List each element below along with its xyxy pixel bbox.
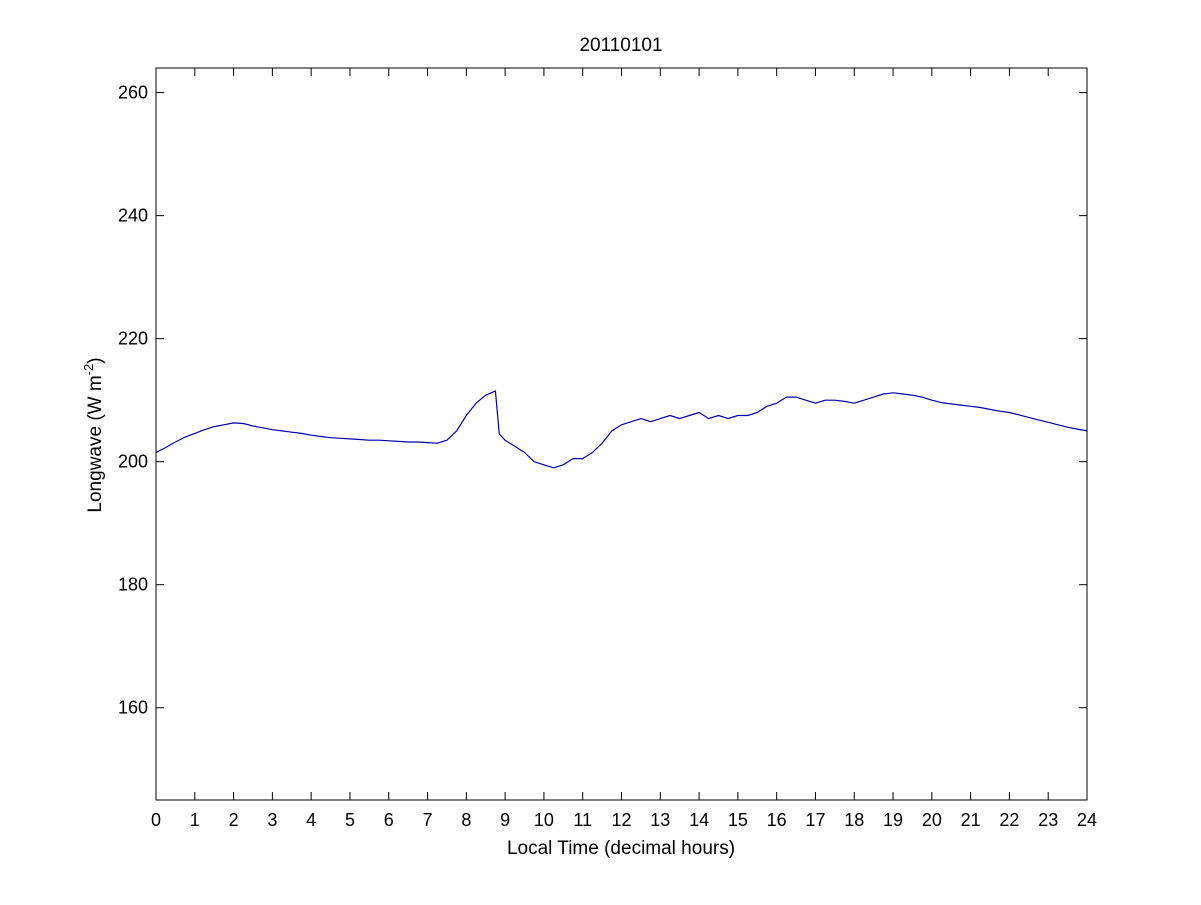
x-tick-label: 23 (1038, 810, 1058, 830)
x-tick-label: 4 (306, 810, 316, 830)
series-layer (155, 390, 1088, 469)
x-tick-label: 7 (423, 810, 433, 830)
x-tick-label: 0 (151, 810, 161, 830)
y-axis-title: Longwave (W m-2) (81, 357, 106, 512)
x-tick-label: 13 (650, 810, 670, 830)
x-tick-label: 24 (1077, 810, 1097, 830)
x-tick-label: 15 (728, 810, 748, 830)
y-axis-title-main: Longwave (W m (85, 375, 106, 512)
ticks-layer: 0 1 2 3 4 5 6 7 8 9 10 11 12 13 14 15 16 17 18 19 20 21 22 23 24… (118, 68, 1097, 830)
x-tick-label: 1 (190, 810, 200, 830)
x-tick-label: 20 (922, 810, 942, 830)
y-tick-label: 200 (118, 452, 148, 472)
x-tick-label: 11 (573, 810, 592, 830)
x-axis-title: Local Time (decimal hours) (507, 838, 735, 859)
x-tick-label: 3 (267, 810, 277, 830)
chart-title: 20110101 (579, 35, 662, 56)
x-tick-label: 2 (229, 810, 239, 830)
x-tick-label: 5 (345, 810, 355, 830)
x-tick-label: 6 (384, 810, 394, 830)
y-tick-label: 160 (118, 698, 148, 718)
x-tick-label: 17 (805, 810, 825, 830)
x-tick-label: 14 (689, 810, 709, 830)
y-tick-label: 180 (118, 575, 148, 595)
y-tick-label: 240 (118, 206, 148, 226)
x-tick-label: 21 (961, 810, 981, 830)
x-tick-label: 12 (611, 810, 631, 830)
x-tick-label: 18 (844, 810, 864, 830)
series-line (155, 390, 1088, 469)
x-tick-label: 8 (461, 810, 471, 830)
y-axis-title-close: ) (85, 357, 106, 363)
y-tick-label: 220 (118, 329, 148, 349)
x-tick-label: 22 (999, 810, 1019, 830)
y-axis-title-sup: -2 (81, 364, 96, 376)
x-tick-label: 9 (500, 810, 510, 830)
x-tick-label: 16 (767, 810, 787, 830)
x-tick-label: 19 (883, 810, 903, 830)
x-tick-label: 10 (534, 810, 554, 830)
y-tick-label: 260 (118, 83, 148, 103)
